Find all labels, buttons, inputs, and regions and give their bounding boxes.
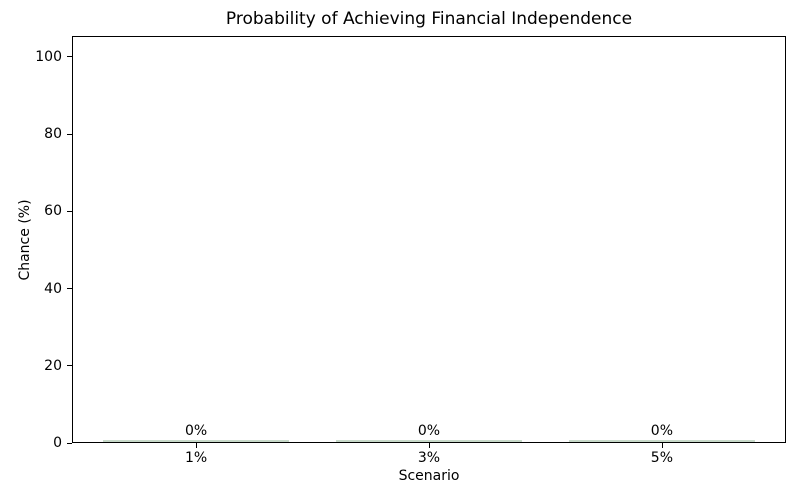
y-tick-label: 20 [44, 357, 62, 374]
x-tick-label: 3% [417, 450, 441, 466]
y-tick-mark [67, 210, 72, 212]
y-tick-label: 80 [44, 126, 62, 143]
bar-value-label: 0% [184, 423, 208, 439]
x-tick-label: 5% [650, 450, 674, 466]
y-tick-label: 0 [53, 435, 62, 451]
x-axis-label: Scenario [398, 468, 460, 484]
y-tick-label: 60 [44, 203, 62, 220]
y-tick-mark [67, 442, 72, 444]
bar-value-label: 0% [417, 423, 441, 439]
bar-value-label: 0% [650, 423, 674, 439]
x-tick-mark [196, 443, 198, 448]
chart-title: Probability of Achieving Financial Indep… [225, 9, 633, 29]
y-tick-label: 100 [35, 48, 62, 65]
x-tick-mark [429, 443, 430, 448]
x-tick-mark [661, 443, 663, 448]
bar [335, 440, 523, 442]
bar [102, 440, 290, 442]
y-tick-mark [67, 288, 72, 290]
bar [568, 440, 756, 442]
x-tick-label: 1% [184, 450, 208, 466]
plot-area [72, 36, 786, 443]
y-tick-mark [67, 56, 72, 58]
y-tick-label: 40 [44, 280, 62, 297]
y-tick-mark [67, 133, 72, 135]
y-tick-mark [67, 365, 72, 367]
